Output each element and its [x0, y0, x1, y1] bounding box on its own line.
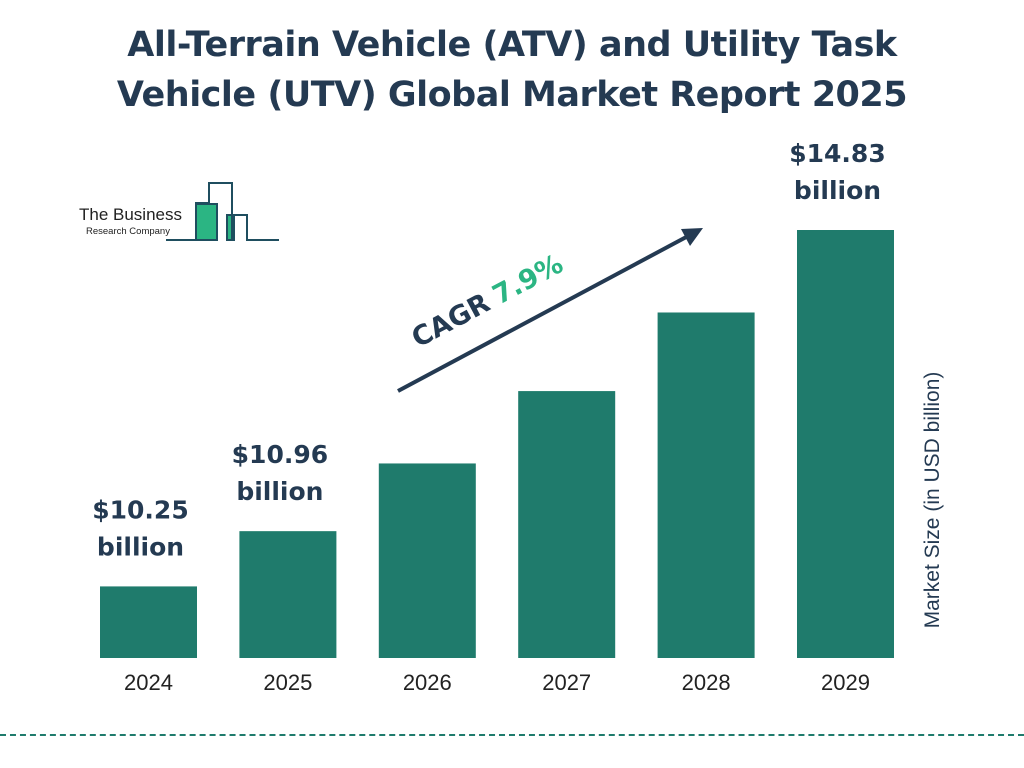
title-line-2: Vehicle (UTV) Global Market Report 2025	[116, 75, 908, 115]
bar-2026	[378, 463, 476, 658]
x-tick-label: 2029	[821, 670, 870, 695]
cagr-arrow	[397, 228, 703, 393]
logo-subtext: Research Company	[86, 226, 170, 237]
x-tick-label: 2025	[263, 670, 312, 695]
x-tick-label: 2027	[542, 670, 591, 695]
cagr-label: CAGR7.9%	[407, 249, 569, 355]
dashed-divider	[0, 734, 1024, 736]
bar-2027	[518, 391, 616, 658]
x-tick-label: 2028	[682, 670, 731, 695]
title-line-1: All-Terrain Vehicle (ATV) and Utility Ta…	[127, 25, 897, 65]
data-label: $10.25 billion	[92, 495, 188, 561]
bar-2029	[797, 230, 894, 658]
x-tick-label: 2024	[124, 670, 173, 695]
bar-2025	[239, 531, 337, 658]
logo-text: The Business	[79, 205, 182, 224]
chart-title: All-Terrain Vehicle (ATV) and Utility Ta…	[0, 20, 1024, 120]
logo-graphic	[166, 182, 279, 241]
data-label: $10.96 billion	[232, 440, 328, 506]
y-axis-label: Market Size (in USD billion)	[921, 371, 944, 629]
bar-2028	[657, 312, 755, 658]
data-label: $14.83 billion	[789, 139, 885, 205]
bar-2024	[100, 586, 197, 658]
x-tick-label: 2026	[403, 670, 452, 695]
